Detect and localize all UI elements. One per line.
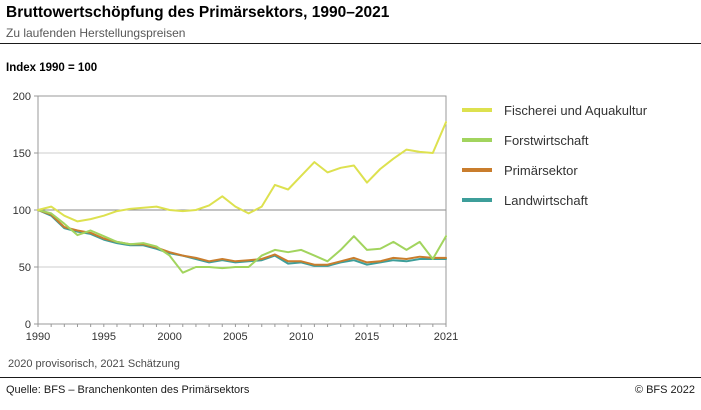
legend-swatch-fischerei [462, 108, 492, 112]
line-chart: 0 50 100 150 200 1990 1995 2000 2005 2010 2015 2021 [13, 91, 459, 343]
legend-label-forstwirtschaft: Forstwirtschaft [504, 132, 589, 148]
legend-item-landwirtschaft: Landwirtschaft [462, 190, 647, 210]
svg-text:0: 0 [25, 319, 31, 331]
svg-text:50: 50 [19, 262, 31, 274]
legend-item-forstwirtschaft: Forstwirtschaft [462, 130, 647, 150]
svg-text:100: 100 [13, 205, 31, 217]
legend-swatch-forstwirtschaft [462, 138, 492, 142]
svg-text:2005: 2005 [223, 331, 247, 343]
svg-text:1995: 1995 [92, 331, 116, 343]
source-text: Quelle: BFS – Branchenkonten des Primärs… [6, 384, 250, 396]
legend: Fischerei und Aquakultur Forstwirtschaft… [462, 100, 647, 210]
legend-label-primaersektor: Primärsektor [504, 162, 578, 178]
svg-text:150: 150 [13, 148, 31, 160]
y-axis-unit-label: Index 1990 = 100 [6, 62, 98, 74]
footer-bar: Quelle: BFS – Branchenkonten des Primärs… [6, 384, 695, 396]
header-divider [0, 43, 701, 44]
legend-item-primaersektor: Primärsektor [462, 160, 647, 180]
svg-text:2015: 2015 [355, 331, 379, 343]
svg-text:2010: 2010 [289, 331, 313, 343]
chart-footnote: 2020 provisorisch, 2021 Schätzung [8, 358, 180, 370]
legend-swatch-landwirtschaft [462, 198, 492, 202]
svg-text:1990: 1990 [26, 331, 50, 343]
page-title: Bruttowertschöpfung des Primärsektors, 1… [6, 4, 390, 21]
copyright-text: © BFS 2022 [634, 384, 695, 396]
svg-text:2021: 2021 [434, 331, 458, 343]
page-subtitle: Zu laufenden Herstellungspreisen [6, 26, 186, 40]
legend-label-fischerei: Fischerei und Aquakultur [504, 102, 648, 118]
svg-text:2000: 2000 [157, 331, 181, 343]
legend-label-landwirtschaft: Landwirtschaft [504, 192, 588, 208]
footer-divider [0, 377, 701, 378]
legend-swatch-primaersektor [462, 168, 492, 172]
legend-item-fischerei: Fischerei und Aquakultur [462, 100, 647, 120]
svg-text:200: 200 [13, 91, 31, 103]
